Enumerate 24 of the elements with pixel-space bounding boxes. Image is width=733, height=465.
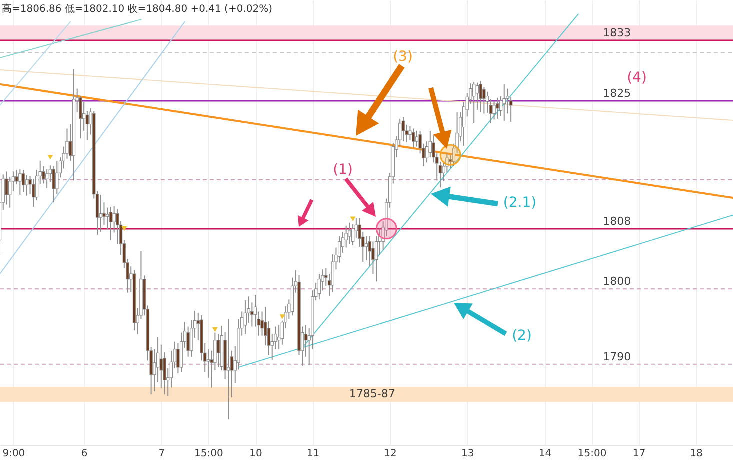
x-tick-label: 15:00 [194,448,224,460]
x-tick-label: 9:00 [2,448,26,460]
ref-line-label: 1825 [603,86,632,100]
x-tick-label: 15:00 [578,448,607,460]
x-tick-label: 7 [158,448,166,460]
x-tick-label: 6 [81,448,88,460]
ref-line-label: 1808 [603,214,632,228]
x-tick-label: 10 [250,448,262,460]
band-label: 1785-87 [349,388,396,401]
annotation: (4) [627,70,647,86]
ref-line-label: 1833 [603,26,632,40]
annotation: (3) [393,49,413,65]
x-tick-label: 11 [306,448,320,460]
x-tick-label: 17 [632,448,646,460]
x-tick-label: 12 [384,448,397,460]
ref-line-label: 1800 [603,275,632,288]
annotation: (2) [512,328,532,344]
annotation: (1) [333,162,353,178]
chart-title: 高=1806.86 低=1802.10 收=1804.80 +0.41 (+0.02%) [2,3,273,15]
x-tick-label: 18 [690,448,703,460]
x-tick-label: 14 [538,448,552,460]
ref-line-label: 1790 [603,350,632,364]
x-tick-label: 13 [462,448,474,460]
annotation: (2.1) [503,195,537,211]
